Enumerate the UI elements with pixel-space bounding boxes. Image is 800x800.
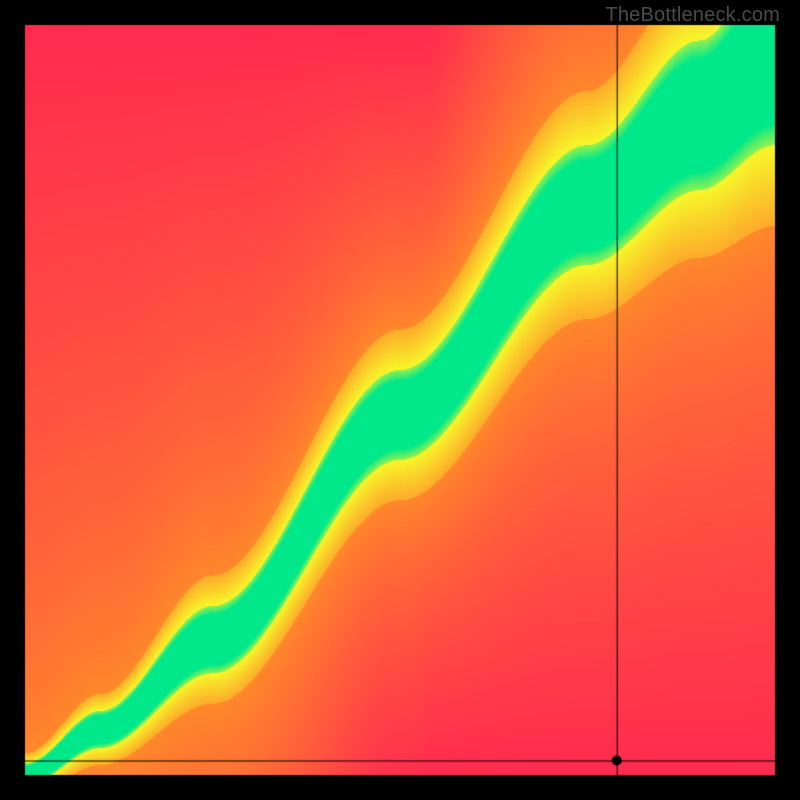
- watermark-text: TheBottleneck.com: [605, 4, 780, 27]
- bottleneck-heatmap: [0, 0, 800, 800]
